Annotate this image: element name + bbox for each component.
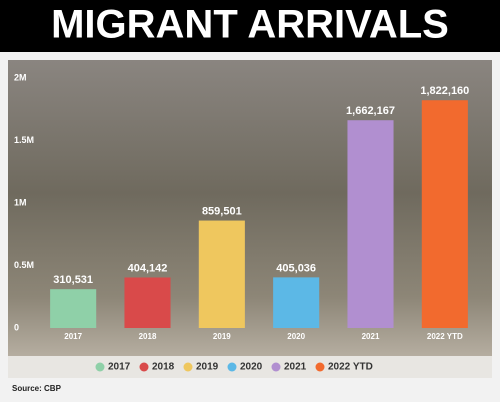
legend-label: 2019 — [196, 362, 219, 373]
y-tick-label: 1M — [14, 197, 27, 207]
title-banner — [0, 0, 500, 52]
legend-swatch — [271, 362, 281, 372]
bar — [124, 277, 171, 328]
x-tick-label: 2018 — [139, 332, 157, 341]
bar — [198, 220, 245, 328]
bar — [273, 277, 320, 328]
bar — [50, 289, 97, 328]
legend-label: 2018 — [152, 362, 175, 373]
legend-swatch — [183, 362, 193, 372]
legend-strip — [8, 356, 492, 378]
legend-swatch — [139, 362, 149, 372]
legend-label: 2020 — [240, 362, 263, 373]
legend-label: 2017 — [108, 362, 131, 373]
value-label: 859,501 — [202, 205, 242, 217]
x-tick-label: 2020 — [287, 332, 305, 341]
x-tick-label: 2019 — [213, 332, 231, 341]
value-label: 1,662,167 — [346, 105, 395, 117]
value-label: 405,036 — [276, 262, 316, 274]
legend-swatch — [315, 362, 325, 372]
y-tick-label: 0.5M — [14, 260, 34, 270]
x-tick-label: 2022 YTD — [427, 332, 463, 341]
y-tick-label: 2M — [14, 72, 27, 82]
legend-swatch — [227, 362, 237, 372]
chart-title: MIGRANT ARRIVALS — [51, 3, 449, 47]
legend-label: 2021 — [284, 362, 307, 373]
value-label: 1,822,160 — [420, 85, 469, 97]
legend-swatch — [95, 362, 105, 372]
bar — [421, 100, 468, 328]
x-tick-label: 2021 — [362, 332, 380, 341]
bar — [347, 120, 394, 328]
x-tick-label: 2017 — [64, 332, 82, 341]
value-label: 310,531 — [53, 274, 93, 286]
y-tick-label: 1.5M — [14, 135, 34, 145]
y-tick-label: 0 — [14, 322, 19, 332]
legend-label: 2022 YTD — [328, 362, 373, 373]
source: Source: CBP — [12, 384, 62, 393]
value-label: 404,142 — [128, 262, 168, 274]
